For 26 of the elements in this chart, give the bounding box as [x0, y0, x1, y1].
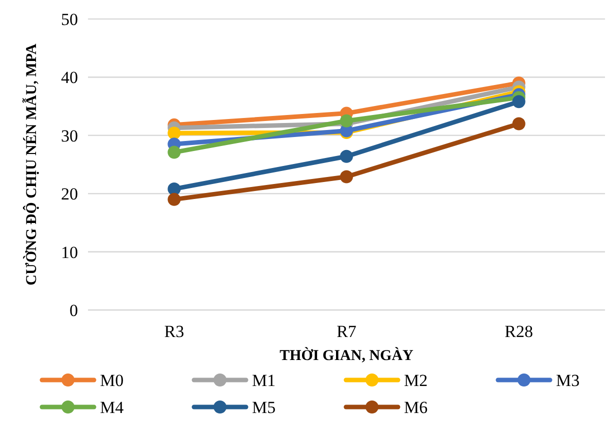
y-axis-title: CƯỜNG ĐỘ CHỊU NÉN MẪU, MPA — [22, 44, 40, 286]
legend-label: M0 — [100, 370, 124, 390]
point — [340, 114, 353, 128]
y-tick-label: 10 — [61, 242, 78, 262]
y-tick-label: 30 — [61, 126, 78, 146]
legend-label: M4 — [100, 398, 124, 417]
point — [340, 150, 353, 163]
point — [512, 95, 526, 108]
x-axis-title: THỜI GIAN, NGÀY — [280, 347, 414, 364]
legend-label: M2 — [404, 370, 428, 390]
y-tick-label: 0 — [70, 300, 78, 320]
point — [340, 170, 353, 184]
legend-label: M5 — [252, 398, 276, 417]
y-tick-label: 50 — [61, 10, 78, 29]
x-tick-label: R7 — [336, 322, 357, 341]
point — [168, 126, 181, 140]
point — [168, 146, 181, 159]
y-tick-label: 40 — [61, 68, 78, 88]
legend-label: M1 — [252, 370, 276, 390]
point — [168, 192, 181, 206]
point — [512, 117, 526, 130]
y-tick-label: 20 — [61, 184, 78, 204]
legend-label: M3 — [556, 370, 580, 390]
x-tick-label: R3 — [164, 322, 184, 341]
x-tick-label: R28 — [504, 322, 534, 341]
legend-label: M6 — [404, 398, 428, 417]
